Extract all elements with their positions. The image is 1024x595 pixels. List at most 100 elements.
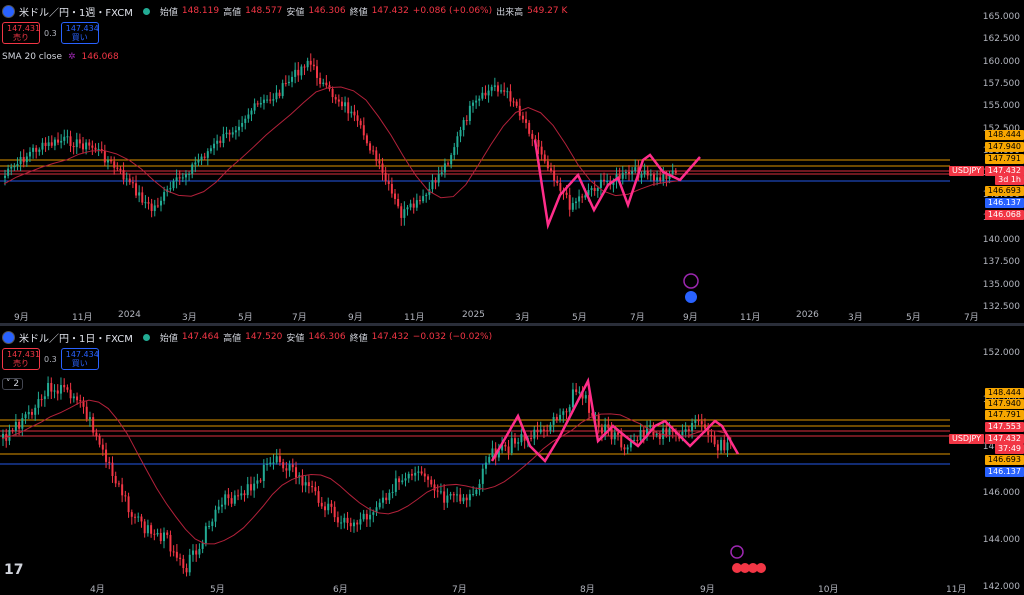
candle-body (459, 494, 462, 502)
candle-body (565, 411, 568, 413)
candle-body (169, 188, 172, 190)
time-tick-label: 9月 (700, 585, 715, 595)
candle-body (571, 389, 574, 408)
candle-body (309, 60, 312, 65)
open-value: 148.119 (181, 6, 220, 16)
tradingview-logo-icon[interactable]: 17 (4, 562, 24, 578)
time-tick-label: 6月 (333, 585, 348, 595)
buy-button[interactable]: 147.434 買い (60, 22, 99, 44)
candle-body (665, 428, 668, 435)
candle-body (291, 76, 294, 82)
candle-body (606, 181, 609, 183)
candle-body (372, 150, 375, 152)
price-tick-label: 142.000 (982, 582, 1020, 592)
price-tick-label: 135.000 (982, 279, 1020, 290)
time-tick-label: 5月 (238, 313, 253, 323)
candle-body (462, 497, 465, 502)
candle-body (146, 525, 149, 534)
candle-body (38, 149, 41, 152)
daily-chart-canvas[interactable] (0, 326, 1024, 592)
candle-body (266, 99, 269, 101)
pane-separator[interactable] (0, 323, 1024, 326)
candle-body (56, 390, 59, 394)
candle-body (406, 207, 409, 210)
candle-body (427, 476, 430, 480)
candle-body (578, 391, 581, 393)
candle-body (306, 60, 309, 68)
sma-indicator-legend[interactable]: SMA 20 close ✲ 146.068 (2, 52, 119, 62)
time-tick-label: 8月 (580, 585, 595, 595)
candle-body (291, 464, 294, 468)
candle-body (266, 463, 269, 465)
candle-body (588, 395, 591, 413)
price-tick-label: 160.000 (982, 56, 1020, 67)
candle-body (117, 483, 120, 485)
sell-button[interactable]: 147.431 売り (2, 22, 40, 44)
candle-body (24, 414, 27, 419)
candle-body (375, 150, 378, 161)
weekly-chart-pane[interactable]: 米ドル／円・1週・FXCM 始値 148.119 高値 148.577 安値 146.… (0, 0, 1024, 323)
candle-body (626, 447, 629, 450)
candle-body (568, 194, 571, 210)
sell-button[interactable]: 147.431 売り (2, 348, 40, 370)
low-value: 146.306 (308, 332, 346, 342)
candle-body (191, 550, 194, 555)
candle-body (509, 91, 512, 102)
candle-body (185, 568, 188, 573)
candle-body (94, 147, 97, 150)
candle-body (288, 464, 291, 471)
indicators-collapse-button[interactable]: ˅ 2 (2, 378, 24, 390)
candle-body (546, 161, 549, 169)
candle-body (404, 478, 407, 481)
candle-body (105, 449, 108, 462)
candle-body (110, 160, 113, 162)
candle-body (336, 517, 339, 523)
candle-body (316, 66, 318, 78)
candle-body (356, 115, 359, 121)
candle-body (713, 436, 716, 445)
indicator-settings-icon[interactable]: ✲ (68, 52, 76, 62)
candle-body (353, 111, 356, 116)
candle-body (726, 442, 729, 451)
weekly-chart-canvas[interactable] (0, 0, 1024, 323)
candle-body (365, 135, 368, 144)
candle-body (337, 99, 340, 102)
candle-body (18, 421, 21, 429)
candle-body (275, 92, 278, 100)
candle-body (378, 160, 381, 164)
candle-body (456, 136, 459, 148)
candle-body (22, 156, 25, 163)
candle-body (723, 439, 726, 451)
candle-body (552, 416, 555, 425)
symbol-title[interactable]: 米ドル／円・1日・FXCM (19, 333, 133, 345)
change-value: +0.086 (+0.06%) (412, 6, 493, 16)
candle-body (246, 484, 249, 496)
candle-body (217, 506, 220, 510)
symbol-title[interactable]: 米ドル／円・1週・FXCM (19, 7, 133, 19)
candle-body (430, 479, 433, 485)
daily-chart-pane[interactable]: 米ドル／円・1日・FXCM 始値 147.464 高値 147.520 安値 146.… (0, 326, 1024, 595)
candle-body (34, 407, 37, 415)
candle-body (484, 92, 487, 96)
candle-body (179, 557, 182, 559)
hand-drawn-line (533, 139, 701, 230)
candle-body (636, 439, 639, 441)
candle-body (250, 110, 253, 115)
candle-body (307, 482, 310, 487)
candle-body (113, 161, 116, 168)
sma-value: 146.068 (81, 52, 119, 62)
candle-body (182, 558, 185, 569)
candle-body (394, 478, 397, 492)
candle-body (98, 436, 101, 445)
event-icon (683, 273, 699, 289)
candle-body (528, 122, 531, 134)
candle-body (623, 447, 626, 450)
candle-body (459, 130, 462, 137)
time-tick-label: 9月 (348, 313, 363, 323)
sma-label: SMA 20 close (2, 52, 62, 62)
buy-button[interactable]: 147.434 買い (60, 348, 99, 370)
candle-body (188, 173, 191, 175)
candle-body (394, 193, 396, 199)
candle-body (209, 148, 212, 152)
candle-body (409, 203, 412, 208)
